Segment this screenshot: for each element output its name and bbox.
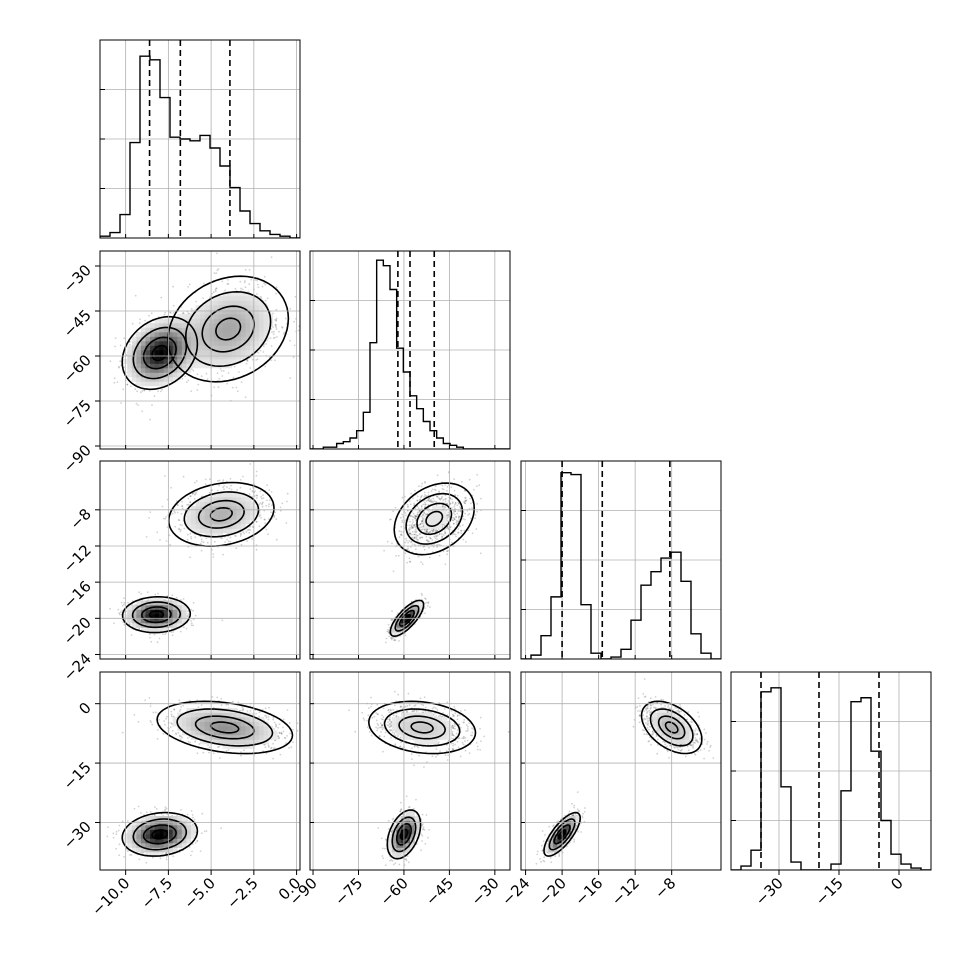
hist-panel-1 [309,250,511,450]
y-tick-label: −12 [60,541,95,576]
contour-level-0 [156,700,294,755]
x-tick-label: −45 [422,874,457,909]
contour-level-1 [132,818,188,851]
y-tick-label: −75 [60,396,95,431]
density-shading [387,712,452,857]
histogram-step [731,687,931,870]
contour-level-0 [367,700,477,755]
y-tick-label: −30 [60,261,95,296]
contour-level-1 [405,492,464,545]
contour-level-3 [148,610,165,620]
contour-level-2 [553,824,571,845]
contour-level-0 [121,596,192,634]
y-tick-label: −15 [60,758,95,793]
contour-level-3 [209,506,233,522]
panel-frame [99,671,301,871]
histogram-step [310,259,510,449]
contour-level-2 [398,715,447,740]
x-tick-label: −20 [535,874,570,909]
scatter-panel-2-1 [309,460,511,660]
panel-frame [99,460,301,660]
contour-level-1 [394,604,420,632]
contour-level-2 [657,715,686,740]
x-tick-label: −16 [571,874,606,909]
contour-level-1 [176,708,274,747]
contour-level-2 [140,606,172,624]
x-tick-label: −30 [752,874,787,909]
panel-frame [520,460,722,660]
scatter-panel-3-1 [309,671,511,871]
scatter-panel-1-0 [99,250,301,450]
y-tick-label: −8 [66,505,94,533]
contour-level-3 [664,721,679,734]
y-tick-label: −16 [60,577,95,612]
contour-level-0 [121,315,199,391]
contour-level-1 [184,290,272,368]
contour-level-3 [399,828,409,841]
y-tick-label: −90 [60,441,95,476]
scatter-panel-3-2 [520,671,722,871]
y-tick-label: 0 [75,699,94,718]
x-tick-label: −15 [812,874,847,909]
scatter-panel-2-0 [99,460,301,660]
hist-panel-3 [730,671,932,871]
x-tick-label: −7.5 [138,874,176,912]
contour-level-2 [399,609,416,627]
x-tick-label: −30 [468,874,503,909]
contour-level-2 [416,502,453,536]
y-tick-label: −60 [60,351,95,386]
panel-frame [309,671,511,871]
density-shading [122,291,274,387]
contour-level-0 [393,482,476,556]
panel-frame [520,671,722,871]
x-tick-label: −2.5 [223,874,261,912]
x-tick-label: −5.0 [180,874,218,912]
histogram-step [521,471,721,659]
contour-level-0 [121,811,199,857]
contour-level-2 [395,822,412,846]
histogram-step [100,55,300,238]
x-tick-label: −10.0 [88,874,133,919]
contour-level-1 [132,326,188,380]
y-tick-label: −24 [60,650,95,685]
panel-frame [309,250,511,450]
contour-level-3 [151,344,169,362]
panel-frame [99,39,301,239]
panel-frame [309,460,511,660]
contour-level-3 [557,829,567,840]
hist-panel-2 [520,460,722,660]
contour-level-3 [425,510,444,527]
contour-level-0 [386,809,422,860]
y-tick-label: −30 [60,818,95,853]
hist-panel-0 [99,39,301,239]
x-tick-label: 0 [887,874,906,893]
contour-level-1 [383,708,461,747]
contour-level-1 [391,816,417,853]
contour-level-2 [201,305,256,353]
contour-level-3 [410,721,434,734]
contour-level-1 [183,491,260,538]
panel-frame [730,671,932,871]
contour-level-3 [151,829,169,840]
contour-level-0 [543,811,582,857]
contour-level-2 [194,715,255,740]
contour-level-2 [142,824,177,845]
x-tick-label: −24 [498,874,533,909]
x-tick-label: −75 [331,874,366,909]
contour-level-3 [215,317,242,341]
x-tick-label: −60 [377,874,412,909]
x-tick-label: −12 [608,874,643,909]
contour-level-0 [389,599,425,638]
scatter-panel-3-0 [99,671,301,871]
contour-level-1 [649,708,694,747]
contour-level-1 [548,818,576,851]
contour-level-2 [197,499,245,529]
y-tick-label: −45 [60,306,95,341]
contour-level-0 [640,700,703,755]
panel-frame [99,250,301,450]
y-tick-label: −20 [60,613,95,648]
x-tick-label: −8 [651,874,679,902]
